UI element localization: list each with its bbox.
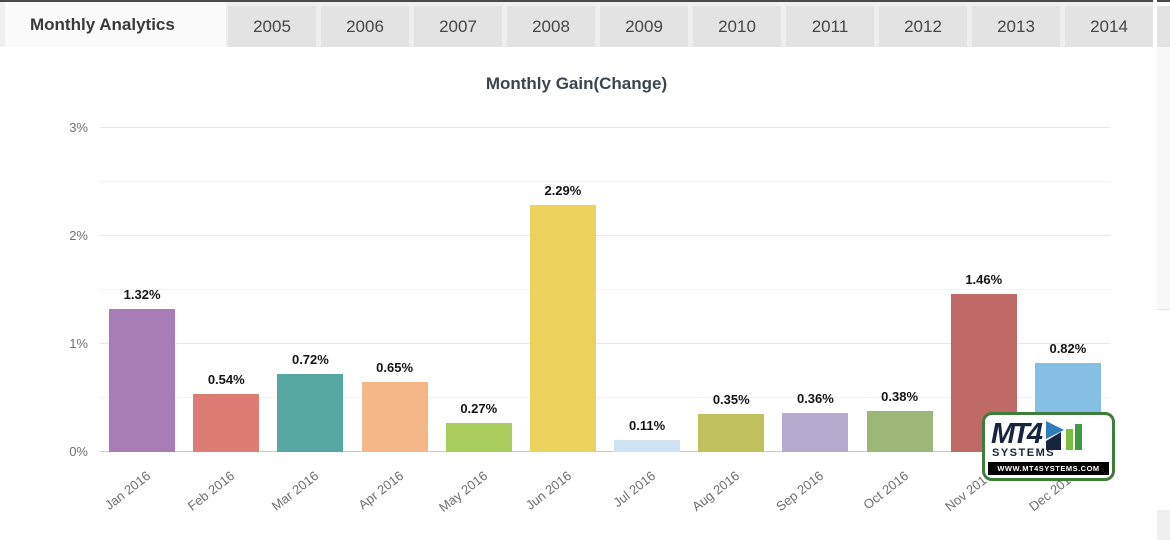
xtick-jun-2016: Jun 2016: [522, 468, 575, 513]
bar-apr-2016[interactable]: [361, 381, 428, 452]
tab-2008[interactable]: 2008: [507, 6, 595, 47]
tab-2007[interactable]: 2007: [414, 6, 502, 47]
xtick-may-2016: May 2016: [435, 468, 490, 515]
ytick-0%: 0%: [69, 444, 88, 459]
bar-value-label: 1.46%: [965, 272, 1003, 288]
tab-2009[interactable]: 2009: [600, 6, 688, 47]
xtick-jul-2016: Jul 2016: [610, 468, 659, 511]
year-tabs: 2005 2006 2007 2008 2009 2010 2011 2012 2013 2014: [228, 6, 1153, 47]
gridline-0: [100, 451, 1110, 452]
tab-2006[interactable]: 2006: [321, 6, 409, 47]
xtick-feb-2016: Feb 2016: [184, 468, 238, 514]
chart-arrow-icon: [1045, 420, 1085, 459]
bar-oct-2016[interactable]: [866, 410, 933, 452]
tab-2010[interactable]: 2010: [693, 6, 781, 47]
tab-2011[interactable]: 2011: [786, 6, 874, 47]
window-top-border: [0, 0, 1170, 2]
bar-feb-2016[interactable]: [193, 393, 260, 452]
tab-monthly-analytics[interactable]: Monthly Analytics: [5, 2, 226, 48]
bar-value-label: 0.54%: [207, 371, 245, 387]
bar-jun-2016[interactable]: [529, 204, 596, 452]
logo-url-text: WWW.MT4SYSTEMS.COM: [988, 462, 1109, 475]
xtick-apr-2016: Apr 2016: [354, 468, 406, 513]
bar-aug-2016[interactable]: [698, 414, 765, 452]
chart-title: Monthly Gain(Change): [485, 74, 668, 93]
bar-jan-2016[interactable]: [109, 309, 176, 452]
tab-2014[interactable]: 2014: [1065, 6, 1153, 47]
bar-sep-2016[interactable]: [782, 413, 849, 452]
bar-value-label: 0.82%: [1049, 341, 1087, 357]
xtick-jan-2016: Jan 2016: [101, 468, 154, 513]
bar-value-label: 2.29%: [544, 182, 582, 198]
minor-gridline-0.5: [100, 397, 1110, 398]
ytick-1%: 1%: [69, 336, 88, 351]
tab-partial-next[interactable]: [1157, 6, 1170, 47]
bar-jul-2016[interactable]: [614, 440, 681, 452]
mt4-systems-logo: MT4 SYSTEMS WWW.MT4SYSTEMS.COM: [982, 412, 1115, 481]
panel-edge-gap: [1153, 0, 1157, 540]
chart-panel: Monthly Gain(Change) 1.32% 0.54% 0.72% 0.65…: [0, 47, 1153, 540]
logo-systems-text: SYSTEMS: [992, 447, 1056, 459]
plot-area: 1.32% 0.54% 0.72% 0.65% 0.27% 2.29% 0.11% 0.35%…: [100, 127, 1110, 452]
bar-value-label: 0.35%: [712, 392, 750, 408]
bar-value-label: 0.65%: [376, 359, 414, 375]
adjacent-panel-edge: [1157, 47, 1170, 310]
logo-row: MT4: [985, 415, 1112, 453]
tab-bar: Monthly Analytics 2005 2006 2007 2008 2009 20…: [0, 2, 1153, 48]
tab-2005[interactable]: 2005: [228, 6, 316, 47]
xtick-sep-2016: Sep 2016: [773, 468, 827, 515]
minor-gridline-1.5: [100, 289, 1110, 290]
xtick-oct-2016: Oct 2016: [859, 468, 911, 513]
minor-gridline-2.5: [100, 181, 1110, 182]
ytick-3%: 3%: [69, 120, 88, 135]
bar-value-label: 0.11%: [629, 418, 666, 434]
bar-may-2016[interactable]: [445, 422, 512, 452]
bar-value-label: 0.36%: [796, 391, 834, 407]
xtick-mar-2016: Mar 2016: [269, 468, 322, 514]
ytick-2%: 2%: [69, 228, 88, 243]
tab-2013[interactable]: 2013: [972, 6, 1060, 47]
bar-mar-2016[interactable]: [277, 374, 344, 452]
adjacent-panel-footer: [1157, 510, 1170, 540]
bar-value-label: 0.27%: [460, 400, 498, 416]
bar-value-label: 1.32%: [123, 287, 161, 303]
xtick-aug-2016: Aug 2016: [689, 468, 743, 515]
logo-brand-text: MT4: [991, 418, 1043, 450]
gridline-3: [100, 127, 1110, 128]
tab-2012[interactable]: 2012: [879, 6, 967, 47]
gridline-2: [100, 235, 1110, 236]
gridline-1: [100, 343, 1110, 344]
bar-value-label: 0.38%: [881, 388, 919, 404]
bar-value-label: 0.72%: [291, 352, 329, 368]
